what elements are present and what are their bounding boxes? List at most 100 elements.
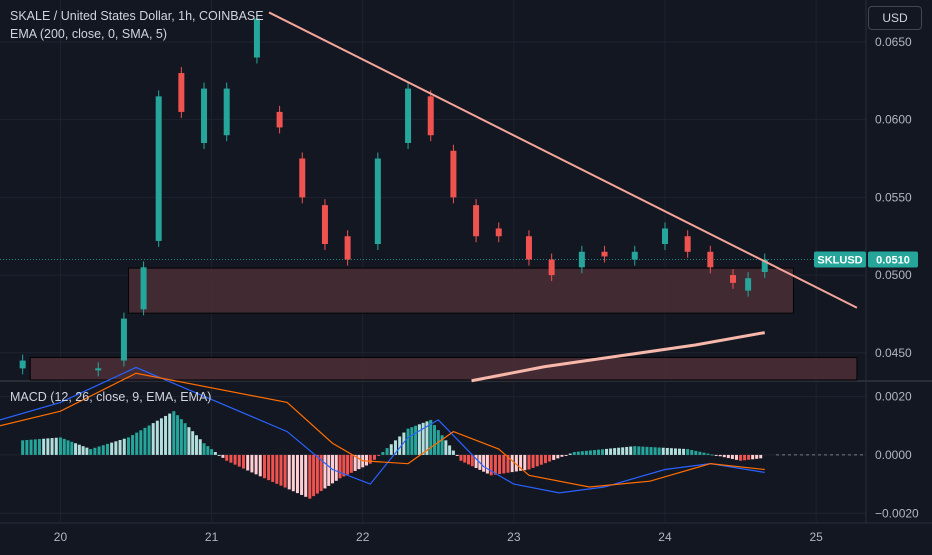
macd-histogram-bar xyxy=(279,454,283,486)
macd-histogram-bar xyxy=(365,454,369,466)
candle-body xyxy=(223,88,230,136)
macd-histogram-bar xyxy=(421,422,425,455)
macd-histogram-bar xyxy=(596,449,600,455)
symbol-badge-text: SKLUSD xyxy=(817,255,862,267)
candle-body xyxy=(321,205,328,245)
macd-histogram-bar xyxy=(176,415,180,455)
macd-histogram-bar xyxy=(706,453,710,455)
last-price-badge-text: 0.0510 xyxy=(876,255,910,267)
candle-body xyxy=(761,259,768,272)
macd-histogram-bar xyxy=(21,440,25,455)
candle-body xyxy=(344,236,351,260)
macd-histogram-bar xyxy=(70,441,74,455)
candle-body xyxy=(276,111,283,128)
macd-histogram-bar xyxy=(225,454,229,461)
macd-histogram-bar xyxy=(342,454,346,477)
macd-histogram-bar xyxy=(164,415,168,455)
macd-histogram-bar xyxy=(467,454,471,465)
macd-histogram-bar xyxy=(346,454,350,475)
candle-body xyxy=(405,88,412,143)
macd-histogram-bar xyxy=(229,454,233,463)
macd-histogram-bar xyxy=(357,454,361,470)
macd-histogram-bar xyxy=(580,451,584,455)
macd-histogram-bar xyxy=(262,454,266,479)
candle-body xyxy=(19,360,26,369)
time-tick-label: 23 xyxy=(507,530,521,544)
candle-body xyxy=(120,318,127,361)
macd-histogram-bar xyxy=(241,454,245,469)
macd-histogram-bar xyxy=(191,431,195,455)
candle-body xyxy=(548,259,555,276)
ema-indicator-label: EMA (200, close, 0, SMA, 5) xyxy=(10,27,168,41)
currency-button[interactable]: USD xyxy=(868,6,922,30)
candle-body xyxy=(473,205,480,237)
macd-histogram-bar xyxy=(381,452,385,455)
macd-histogram-bar xyxy=(429,419,433,455)
macd-histogram-bar xyxy=(560,454,564,457)
macd-histogram-bar xyxy=(389,444,393,455)
macd-histogram-bar xyxy=(485,454,489,474)
macd-histogram-bar xyxy=(85,447,89,455)
macd-histogram-bar xyxy=(665,447,669,455)
candle-body xyxy=(578,251,585,268)
macd-histogram-bar xyxy=(291,454,295,492)
macd-histogram-bar xyxy=(694,450,698,455)
macd-histogram-bar xyxy=(751,454,755,460)
macd-histogram-bar xyxy=(661,447,665,455)
macd-histogram-bar xyxy=(510,454,514,473)
macd-histogram-bar xyxy=(101,445,105,455)
macd-histogram-bar xyxy=(414,425,418,455)
macd-histogram-bar xyxy=(267,454,271,481)
macd-histogram-bar xyxy=(759,454,763,459)
macd-tick-label: −0.0020 xyxy=(875,506,919,520)
ema200-line xyxy=(471,331,766,383)
macd-histogram-bar xyxy=(463,454,467,463)
signal-line xyxy=(0,372,765,488)
macd-histogram-bar xyxy=(556,454,560,459)
chart-title: SKALE / United States Dollar, 1h, COINBA… xyxy=(10,9,264,23)
macd-histogram-bar xyxy=(159,418,163,455)
candle-body xyxy=(201,88,208,143)
macd-histogram-bar xyxy=(702,452,706,455)
price-tick-label: 0.0550 xyxy=(875,190,912,204)
candle-body xyxy=(178,73,185,112)
macd-histogram-bar xyxy=(172,411,176,455)
macd-histogram-bar xyxy=(444,440,448,455)
macd-histogram-bar xyxy=(734,454,738,460)
macd-histogram-bar xyxy=(338,454,342,479)
macd-histogram-bar xyxy=(122,438,126,455)
macd-histogram-bar xyxy=(77,444,81,455)
support-zone xyxy=(127,267,794,314)
macd-histogram-bar xyxy=(385,448,389,455)
macd-histogram-bar xyxy=(617,447,621,455)
macd-histogram-bar xyxy=(743,454,747,461)
macd-histogram-bar xyxy=(139,430,143,455)
macd-histogram-bar xyxy=(455,454,459,456)
macd-histogram-bar xyxy=(74,443,78,455)
macd-histogram-bar xyxy=(425,421,429,455)
candle-body xyxy=(299,158,306,198)
candle-body xyxy=(427,96,434,136)
price-tick-label: 0.0500 xyxy=(875,268,912,282)
macd-histogram-bar xyxy=(669,448,673,455)
macd-histogram-bar xyxy=(237,454,241,467)
macd-histogram-bar xyxy=(93,447,97,455)
candle-body xyxy=(707,251,714,268)
macd-histogram-bar xyxy=(417,424,421,455)
candle-body xyxy=(450,150,457,198)
macd-histogram-bar xyxy=(135,432,139,455)
macd-histogram-bar xyxy=(33,439,37,455)
macd-histogram-bar xyxy=(601,449,605,455)
macd-histogram-bar xyxy=(523,454,527,471)
macd-histogram-bar xyxy=(304,454,308,497)
macd-histogram-bar xyxy=(334,454,338,481)
macd-histogram-bar xyxy=(131,435,135,455)
macd-tick-label: 0.0000 xyxy=(875,448,912,462)
last-price-badge xyxy=(868,251,918,268)
macd-histogram-bar xyxy=(398,436,402,455)
macd-histogram-bar xyxy=(588,450,592,455)
macd-histogram-bar xyxy=(605,448,609,455)
macd-histogram-bar xyxy=(271,454,275,482)
